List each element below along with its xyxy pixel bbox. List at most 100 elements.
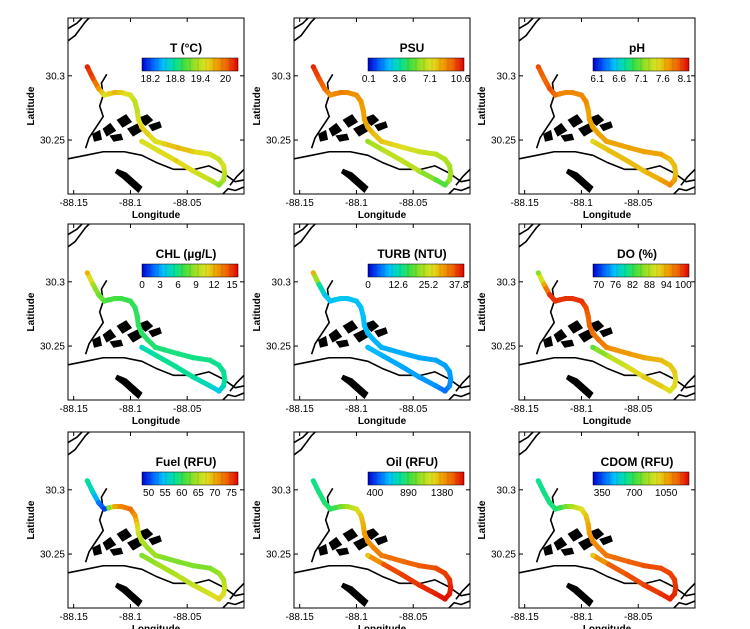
track-point [658, 591, 664, 597]
track-point [416, 374, 422, 380]
track-segment [641, 374, 664, 389]
track-segment [190, 374, 213, 389]
y-axis-label: Latitude [252, 86, 263, 125]
track-point [535, 270, 541, 276]
colorbar-tick-label: 20 [220, 74, 232, 85]
track-segment [641, 168, 664, 183]
x-tick-label: -88.05 [173, 198, 202, 209]
coastline [229, 582, 244, 600]
track-point [310, 478, 316, 484]
x-tick-label: -88.15 [285, 198, 314, 209]
x-tick-label: -88.1 [345, 404, 368, 415]
colorbar-tick-label: 75 [226, 488, 238, 499]
coastline [222, 392, 244, 400]
island [363, 114, 380, 127]
track-point [127, 506, 134, 512]
track-point [641, 168, 647, 174]
track-segment [139, 552, 161, 567]
track-point [612, 555, 619, 561]
track-point [90, 281, 96, 287]
island [335, 547, 350, 556]
track-point [322, 86, 328, 92]
coastline [519, 18, 534, 30]
x-tick-label: -88.05 [399, 198, 428, 209]
track-point [132, 98, 138, 105]
panel-title: T (°C) [170, 41, 202, 55]
track-point [220, 163, 227, 169]
track-segment [173, 364, 196, 380]
track-point [667, 156, 673, 162]
track-point [190, 582, 196, 588]
track-point [365, 138, 371, 144]
track-point [401, 351, 407, 357]
track-point [222, 584, 228, 591]
track-point [448, 584, 454, 591]
track-point [361, 530, 367, 537]
track-point [667, 362, 673, 368]
track-point [562, 503, 569, 510]
coastline [294, 432, 309, 444]
track-point [578, 506, 585, 512]
coastline [310, 279, 334, 355]
coastline [673, 392, 695, 400]
plot-frame [67, 431, 245, 609]
y-tick-label: 30.3 [497, 277, 517, 288]
track-point [626, 559, 632, 565]
colorbar-tick-label: 82 [627, 280, 639, 291]
track-point [590, 344, 596, 350]
island [340, 582, 369, 607]
track-point [155, 353, 161, 359]
coastline [680, 168, 695, 186]
track-point [552, 506, 558, 512]
track-point [207, 151, 213, 157]
colorbar-tick-label: 7.6 [656, 74, 670, 85]
track-point [671, 591, 678, 597]
y-tick-label: 30.3 [46, 485, 66, 496]
track-point [220, 383, 227, 389]
track-point [173, 571, 179, 578]
track-point [190, 563, 196, 569]
colorbar-tick-label: 15 [226, 280, 238, 291]
track-point [641, 582, 647, 588]
track-point [442, 156, 448, 162]
island [553, 122, 568, 137]
coastline [455, 582, 470, 600]
colorbar-tick-label: 70 [209, 488, 221, 499]
x-tick-label: -88.1 [119, 612, 142, 623]
track-point [416, 149, 422, 155]
track-point [673, 584, 679, 591]
track-point [190, 374, 196, 380]
track-point [220, 177, 227, 183]
track-point [216, 156, 222, 162]
island [374, 121, 388, 132]
y-tick-label: 30.3 [497, 71, 517, 82]
track-point [207, 591, 213, 597]
track-point [344, 89, 350, 96]
track-point [557, 297, 563, 303]
colorbar [367, 263, 465, 278]
panel-2: -88.15 -88.1 -88.05 30.3 30.25 Longitude Latit… [252, 17, 471, 221]
colorbar [141, 471, 239, 486]
track-point [220, 577, 227, 583]
track-point [624, 157, 630, 164]
track-segment [190, 355, 213, 363]
track-point [90, 489, 96, 495]
track-point [216, 182, 222, 188]
colorbar-tick-label: 0 [365, 280, 371, 291]
track-point [322, 500, 328, 506]
island [328, 328, 343, 343]
track-point [365, 538, 371, 544]
track-point [399, 157, 405, 164]
coastline [519, 224, 534, 236]
panel-title: CDOM (RFU) [601, 455, 674, 469]
track-point [416, 355, 422, 361]
colorbar-tick-label: 6.1 [590, 74, 604, 85]
track-point [641, 149, 647, 155]
track-point [547, 292, 553, 298]
colorbar [592, 57, 690, 72]
coastline [294, 432, 316, 456]
island [599, 535, 613, 546]
track-point [446, 369, 453, 375]
track-point [144, 131, 151, 137]
y-axis-label: Latitude [252, 500, 263, 539]
